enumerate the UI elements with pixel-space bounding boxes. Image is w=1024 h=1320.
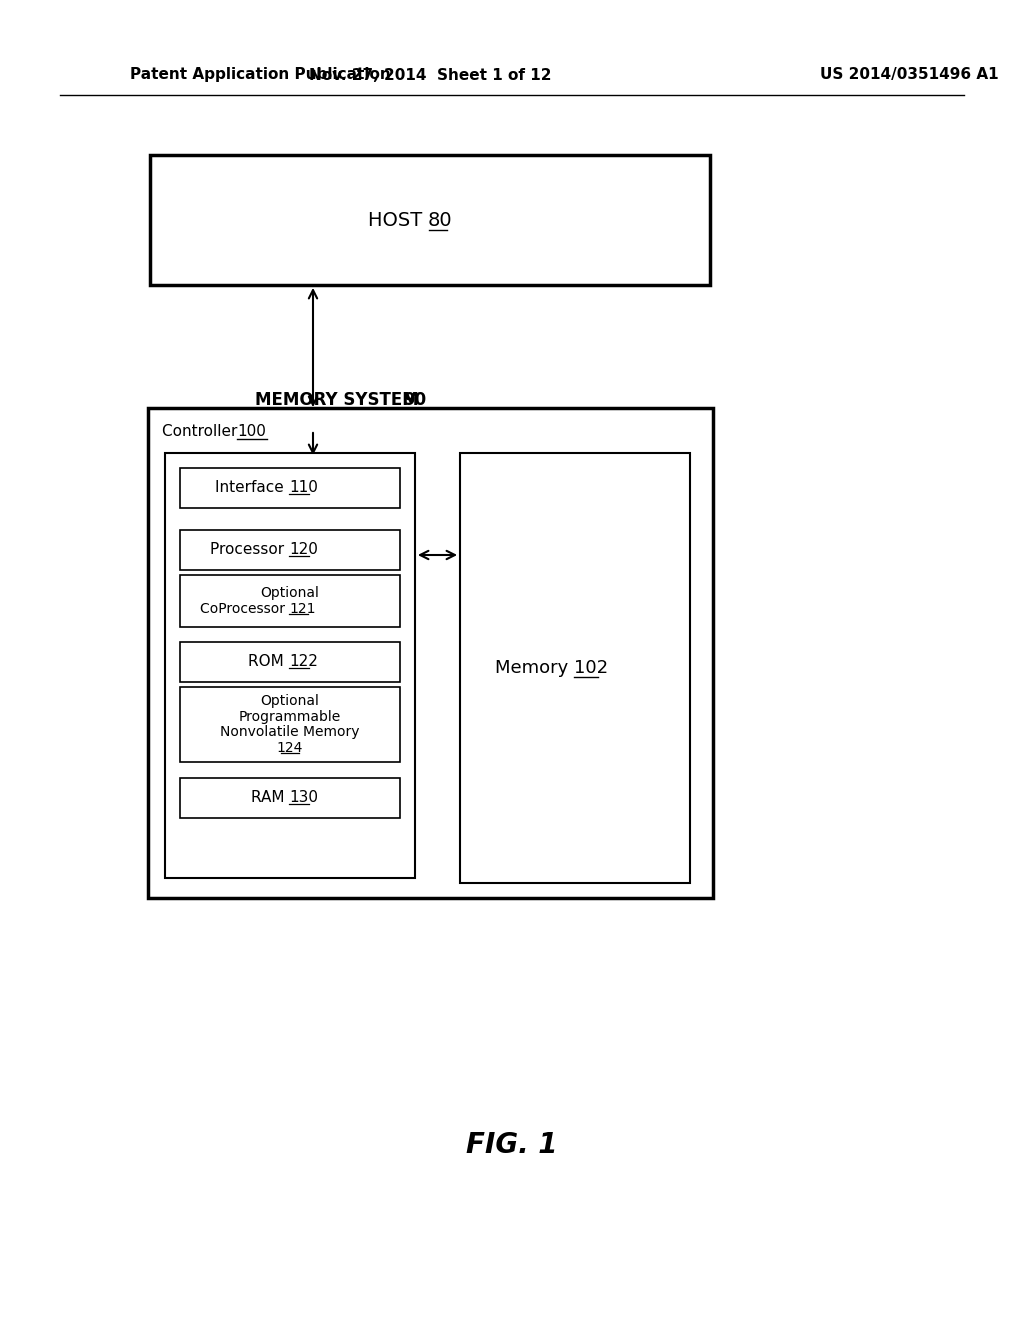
Bar [460,453,690,883]
Text: 90: 90 [403,391,426,409]
Text: 124: 124 [276,741,303,755]
Bar [180,642,400,682]
Text: 100: 100 [237,425,266,440]
Text: ROM: ROM [249,655,289,669]
Bar [180,469,400,508]
Text: US 2014/0351496 A1: US 2014/0351496 A1 [820,67,998,82]
Text: 121: 121 [289,602,315,615]
Bar [165,453,415,878]
Text: 122: 122 [289,655,317,669]
Text: Controller: Controller [162,425,243,440]
Bar [148,408,713,898]
Text: MEMORY SYSTEM: MEMORY SYSTEM [255,391,425,409]
Bar [180,531,400,570]
Text: Patent Application Publication: Patent Application Publication [130,67,391,82]
Text: 130: 130 [289,791,318,805]
Text: RAM: RAM [251,791,289,805]
Text: 120: 120 [289,543,317,557]
Text: Interface: Interface [215,480,289,495]
Text: FIG. 1: FIG. 1 [466,1131,558,1159]
Text: Programmable: Programmable [239,710,341,723]
Text: Nonvolatile Memory: Nonvolatile Memory [220,725,359,739]
Text: 80: 80 [428,210,453,230]
Bar [150,154,710,285]
Bar [180,777,400,818]
Text: Optional: Optional [260,586,319,601]
Text: CoProcessor: CoProcessor [200,602,289,615]
Text: 102: 102 [574,659,608,677]
Text: HOST: HOST [368,210,428,230]
Bar [180,686,400,762]
Text: Optional: Optional [260,694,319,709]
Text: Nov. 27, 2014  Sheet 1 of 12: Nov. 27, 2014 Sheet 1 of 12 [309,67,551,82]
Text: Memory: Memory [495,659,574,677]
Bar [180,576,400,627]
Text: 110: 110 [289,480,317,495]
Text: Processor: Processor [210,543,289,557]
